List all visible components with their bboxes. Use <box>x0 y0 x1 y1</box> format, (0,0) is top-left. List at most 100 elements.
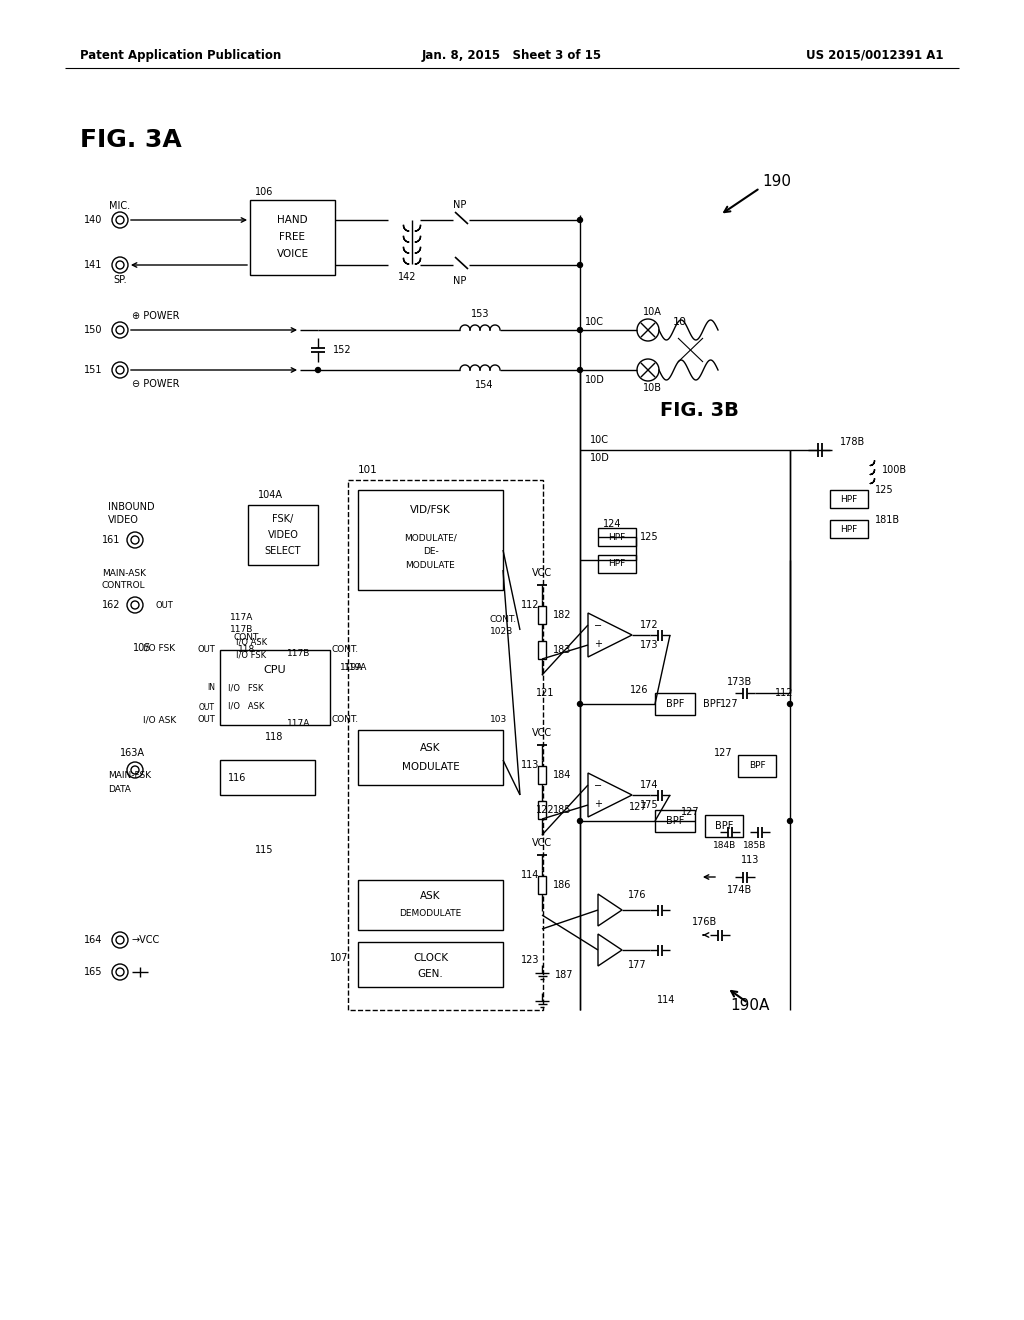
Bar <box>250 201 335 275</box>
Text: FIG. 3A: FIG. 3A <box>80 128 181 152</box>
Text: MODULATE: MODULATE <box>406 561 456 570</box>
Circle shape <box>637 359 659 381</box>
Text: 151: 151 <box>84 366 102 375</box>
Text: ⊕ POWER: ⊕ POWER <box>132 312 179 321</box>
Text: 126: 126 <box>630 685 648 696</box>
Text: 178B: 178B <box>840 437 865 447</box>
Text: 161: 161 <box>101 535 120 545</box>
Text: 104A: 104A <box>258 490 283 500</box>
Text: 113: 113 <box>740 855 759 865</box>
Text: OUT: OUT <box>198 645 215 655</box>
Text: 185: 185 <box>553 805 571 814</box>
Text: CONT.: CONT. <box>332 715 359 725</box>
Circle shape <box>578 218 583 223</box>
Text: BPF: BPF <box>715 821 733 832</box>
Bar <box>538 876 546 894</box>
Text: ASK: ASK <box>420 891 440 902</box>
Text: 119A: 119A <box>344 664 368 672</box>
Circle shape <box>116 261 124 269</box>
Text: 117A: 117A <box>230 614 253 623</box>
Circle shape <box>112 213 128 228</box>
Text: 184: 184 <box>553 770 571 780</box>
Circle shape <box>116 936 124 944</box>
Text: OUT: OUT <box>199 702 215 711</box>
Bar <box>598 554 636 573</box>
Text: BPF: BPF <box>703 700 721 709</box>
Text: 114: 114 <box>521 870 540 880</box>
Text: 107: 107 <box>330 953 348 964</box>
Circle shape <box>112 964 128 979</box>
Text: 127: 127 <box>715 748 733 758</box>
Text: 174: 174 <box>640 780 658 789</box>
Text: 140: 140 <box>84 215 102 224</box>
Bar <box>348 480 543 1010</box>
Text: 112: 112 <box>521 601 540 610</box>
Text: 142: 142 <box>397 272 416 282</box>
Text: CONT.: CONT. <box>490 615 517 624</box>
Circle shape <box>112 362 128 378</box>
Text: 118: 118 <box>265 733 284 742</box>
Bar <box>538 606 546 624</box>
Text: +: + <box>594 639 602 649</box>
Circle shape <box>127 762 143 777</box>
Circle shape <box>637 319 659 341</box>
Text: 122: 122 <box>536 805 554 814</box>
Text: VID/FSK: VID/FSK <box>411 506 451 515</box>
Circle shape <box>131 536 139 544</box>
Bar <box>538 766 546 784</box>
Text: 10D: 10D <box>590 453 610 463</box>
Circle shape <box>116 968 124 975</box>
Text: CONTROL: CONTROL <box>102 581 145 590</box>
Circle shape <box>112 322 128 338</box>
Text: 106: 106 <box>255 187 273 197</box>
Text: 10B: 10B <box>642 383 662 393</box>
Text: VOICE: VOICE <box>276 249 308 259</box>
Text: 127: 127 <box>630 803 648 812</box>
Circle shape <box>787 818 793 824</box>
Circle shape <box>578 818 583 824</box>
Text: HPF: HPF <box>841 495 858 503</box>
Text: 124: 124 <box>603 519 622 529</box>
Text: 10C: 10C <box>590 436 609 445</box>
Text: 186: 186 <box>553 880 571 890</box>
Text: ⊖ POWER: ⊖ POWER <box>132 379 179 389</box>
Text: 175: 175 <box>640 800 658 810</box>
Text: 105: 105 <box>133 643 152 653</box>
Bar <box>538 801 546 818</box>
Text: BPF: BPF <box>666 700 684 709</box>
Text: HPF: HPF <box>608 560 626 569</box>
Text: HAND: HAND <box>278 215 308 224</box>
Circle shape <box>787 701 793 706</box>
Text: VCC: VCC <box>531 838 552 847</box>
Text: FREE: FREE <box>280 232 305 242</box>
Text: OUT: OUT <box>198 715 215 725</box>
Text: 150: 150 <box>84 325 102 335</box>
Circle shape <box>578 263 583 268</box>
Text: 117A: 117A <box>287 718 310 727</box>
Text: 174B: 174B <box>727 884 753 895</box>
Text: FSK/: FSK/ <box>272 513 294 524</box>
Text: 165: 165 <box>84 968 102 977</box>
Circle shape <box>127 597 143 612</box>
Text: CONT.: CONT. <box>332 645 359 655</box>
Text: 182: 182 <box>553 610 571 620</box>
Text: MAIN-ASK: MAIN-ASK <box>102 569 146 578</box>
Text: I/O   ASK: I/O ASK <box>228 701 264 710</box>
Bar <box>538 642 546 659</box>
Circle shape <box>116 326 124 334</box>
Text: 112: 112 <box>775 688 794 698</box>
Text: 102B: 102B <box>490 627 513 636</box>
Text: 162: 162 <box>101 601 120 610</box>
Text: BPF: BPF <box>666 816 684 826</box>
Text: 172: 172 <box>640 620 658 630</box>
Text: 119A: 119A <box>340 664 364 672</box>
Text: I/O ASK: I/O ASK <box>143 715 176 725</box>
Circle shape <box>127 532 143 548</box>
Circle shape <box>116 216 124 224</box>
Text: 115: 115 <box>255 845 273 855</box>
Text: OUT: OUT <box>155 601 173 610</box>
Text: HPF: HPF <box>608 532 626 541</box>
Text: MAIN-FSK: MAIN-FSK <box>108 771 152 780</box>
Text: 100B: 100B <box>882 465 907 475</box>
Text: NP: NP <box>454 276 467 286</box>
